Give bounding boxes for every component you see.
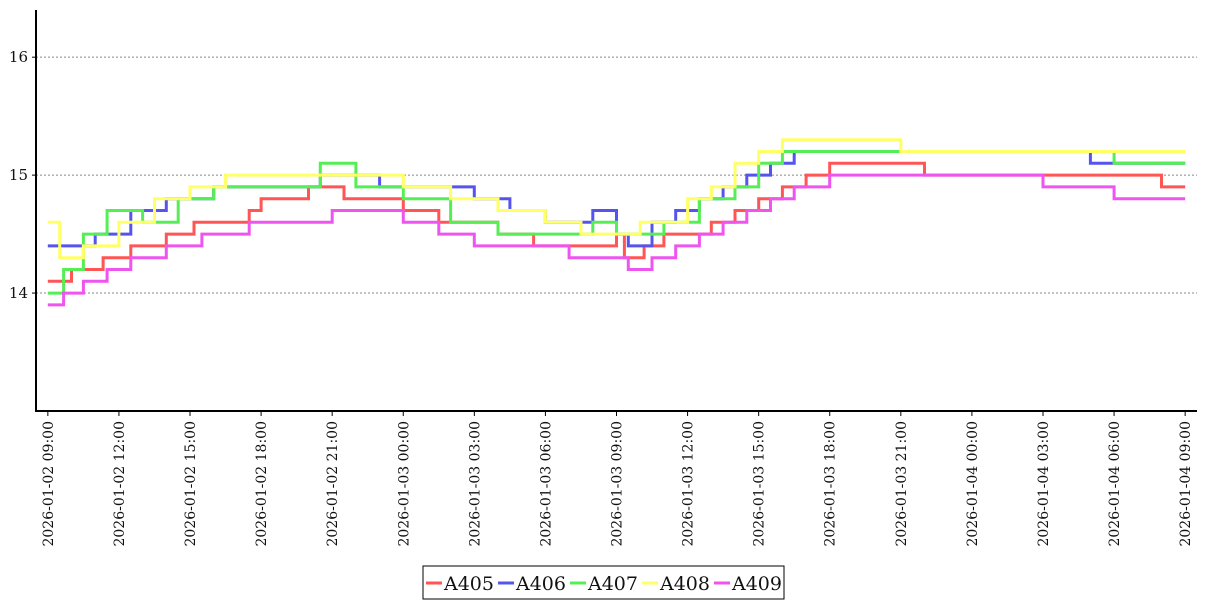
x-tick-label: 2026-01-04 06:00 — [1107, 421, 1123, 547]
legend-label: A409 — [731, 573, 782, 595]
legend-item-a405[interactable]: A405 — [426, 573, 494, 595]
x-tick-label: 2026-01-02 15:00 — [183, 421, 199, 547]
legend[interactable]: A405 A406 A407 A408 A409 — [422, 565, 785, 600]
x-tick-label: 2026-01-02 21:00 — [325, 421, 341, 547]
x-tick-label: 2026-01-04 00:00 — [965, 421, 981, 547]
x-tick-label: 2026-01-02 12:00 — [112, 421, 128, 547]
legend-item-a407[interactable]: A407 — [570, 573, 638, 595]
x-tick-label: 2026-01-02 09:00 — [41, 421, 57, 547]
legend-item-a409[interactable]: A409 — [714, 573, 782, 595]
legend-label: A408 — [659, 573, 710, 595]
series-line-a408 — [47, 138, 1186, 260]
x-tick-label: 2026-01-04 09:00 — [1178, 421, 1194, 547]
x-tick-label: 2026-01-03 18:00 — [823, 421, 839, 547]
series-line-a409 — [47, 173, 1186, 307]
legend-label: A406 — [515, 573, 566, 595]
x-tick-label: 2026-01-03 06:00 — [538, 421, 554, 547]
legend-label: A405 — [443, 573, 494, 595]
x-tick-label: 2026-01-03 09:00 — [610, 421, 626, 547]
y-tick-label: 15 — [9, 166, 28, 184]
x-tick-label: 2026-01-03 00:00 — [396, 421, 412, 547]
x-axis-ticks: 2026-01-02 09:00 2026-01-02 12:00 2026-01-… — [41, 411, 1194, 547]
x-tick-label: 2026-01-02 18:00 — [254, 421, 270, 547]
x-tick-label: 2026-01-03 21:00 — [894, 421, 910, 547]
x-tick-label: 2026-01-03 03:00 — [467, 421, 483, 547]
series-line-a407 — [47, 150, 1186, 295]
x-tick-label: 2026-01-04 03:00 — [1036, 421, 1052, 547]
y-tick-label: 14 — [9, 284, 28, 302]
x-tick-label: 2026-01-03 12:00 — [681, 421, 697, 547]
series-lines — [47, 138, 1186, 307]
legend-label: A407 — [587, 573, 638, 595]
y-tick-label: 16 — [9, 48, 28, 66]
legend-item-a406[interactable]: A406 — [498, 573, 566, 595]
legend-item-a408[interactable]: A408 — [642, 573, 710, 595]
x-tick-label: 2026-01-03 15:00 — [752, 421, 768, 547]
y-axis-ticks: 14 15 16 — [9, 48, 36, 302]
